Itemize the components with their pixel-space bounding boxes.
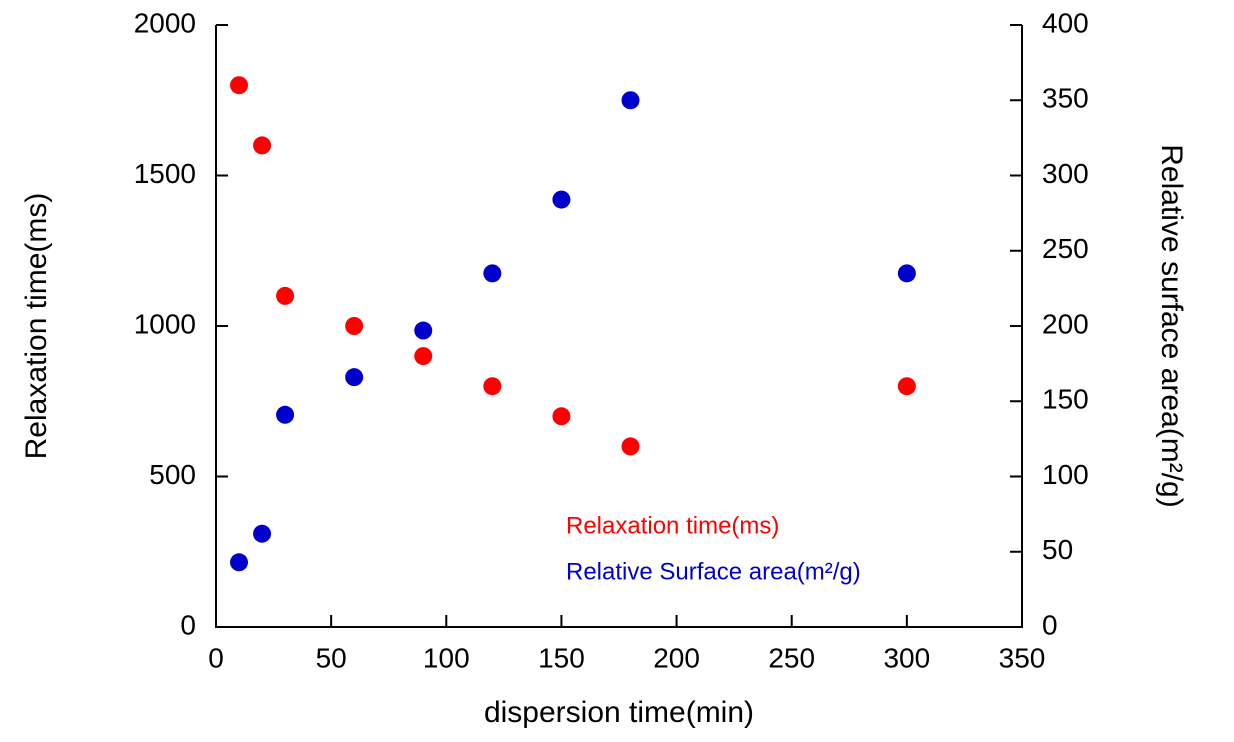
y-tick-label: 0 xyxy=(180,609,196,640)
x-tick-label: 100 xyxy=(423,642,470,673)
point xyxy=(253,136,272,155)
y2-tick-label: 200 xyxy=(1042,308,1089,339)
y2-tick-label: 100 xyxy=(1042,459,1089,490)
y2-tick-label: 250 xyxy=(1042,233,1089,264)
legend-entry: Relaxation time(ms) xyxy=(566,512,779,539)
point xyxy=(230,553,249,572)
x-tick-label: 250 xyxy=(768,642,815,673)
y-tick-label: 2000 xyxy=(134,7,196,38)
point xyxy=(897,264,916,283)
point xyxy=(276,405,295,424)
x-tick-label: 200 xyxy=(653,642,700,673)
y2-tick-label: 350 xyxy=(1042,83,1089,114)
y-axis-title: Relaxation time(ms) xyxy=(20,193,53,460)
point xyxy=(552,407,571,426)
point xyxy=(414,347,433,366)
point xyxy=(276,286,295,305)
x-tick-label: 300 xyxy=(883,642,930,673)
y-tick-label: 1500 xyxy=(134,158,196,189)
point xyxy=(414,321,433,340)
point xyxy=(897,377,916,396)
y2-tick-label: 0 xyxy=(1042,609,1058,640)
y2-tick-label: 50 xyxy=(1042,534,1073,565)
point xyxy=(345,368,364,387)
point xyxy=(483,264,502,283)
point xyxy=(483,377,502,396)
point xyxy=(345,317,364,335)
y-tick-label: 1000 xyxy=(134,308,196,339)
legend-entry: Relative Surface area(m²/g) xyxy=(566,558,861,585)
point xyxy=(253,524,272,543)
x-tick-label: 50 xyxy=(316,642,347,673)
point xyxy=(552,190,571,209)
x-axis-title: dispersion time(min) xyxy=(484,696,754,729)
x-tick-label: 0 xyxy=(208,642,224,673)
point xyxy=(621,91,640,110)
y2-tick-label: 400 xyxy=(1042,7,1089,38)
y2-tick-label: 150 xyxy=(1042,384,1089,415)
x-tick-label: 350 xyxy=(999,642,1046,673)
y-tick-label: 500 xyxy=(149,459,196,490)
y2-tick-label: 300 xyxy=(1042,158,1089,189)
point xyxy=(230,76,249,95)
x-tick-label: 150 xyxy=(538,642,585,673)
point xyxy=(621,437,640,456)
y2-axis-title: Relative surface area(m²/g) xyxy=(1155,144,1188,507)
